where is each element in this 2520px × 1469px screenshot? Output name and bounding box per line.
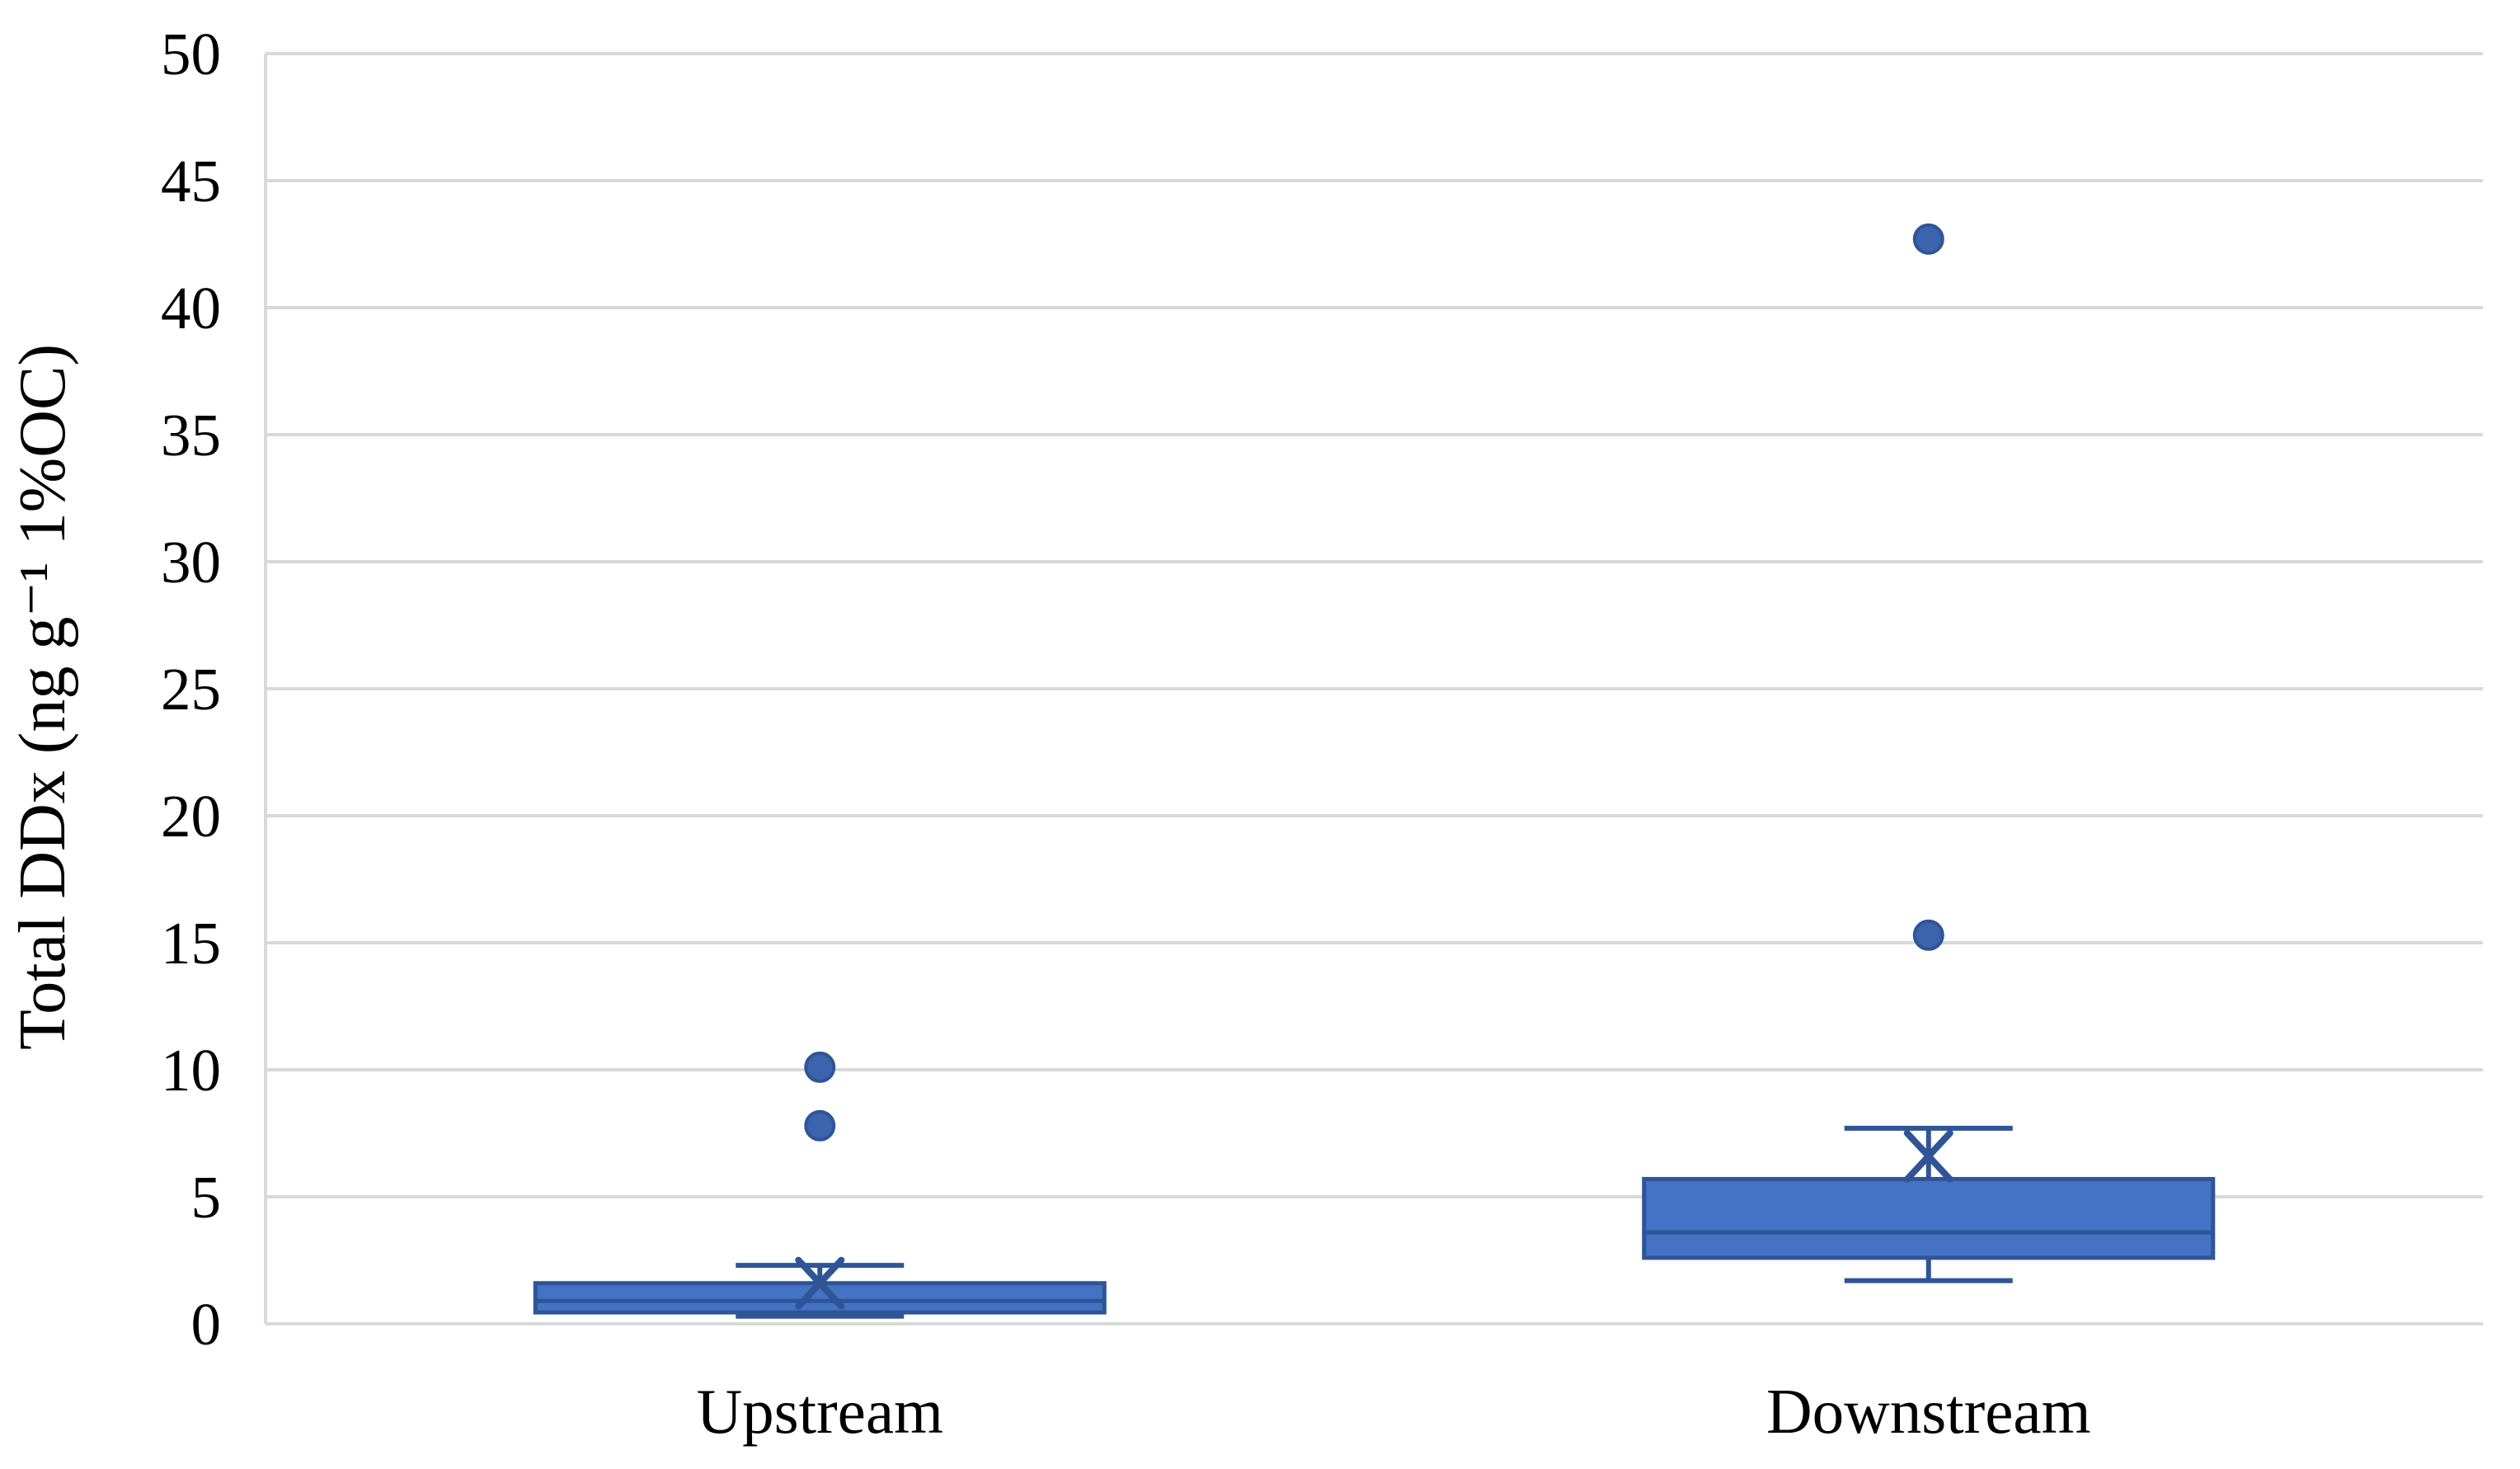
y-tick-label-0: 0 xyxy=(191,1291,222,1358)
y-tick-label-45: 45 xyxy=(161,148,221,214)
category-label-upstream: Upstream xyxy=(697,1376,943,1447)
box-iqr xyxy=(1642,1176,2216,1260)
y-tick-label-50: 50 xyxy=(161,21,221,87)
y-tick-label-25: 25 xyxy=(161,656,221,723)
y-tick-label-20: 20 xyxy=(161,783,221,850)
y-tick-label-15: 15 xyxy=(161,910,221,977)
outlier-point xyxy=(804,1051,836,1083)
box-series-group xyxy=(533,223,2216,1319)
box-series-downstream xyxy=(1642,223,2216,1283)
y-tick-label-5: 5 xyxy=(191,1164,222,1231)
axis-labels-group: 0 5 10 15 20 25 30 35 40 45 50 Upstream Downstream xyxy=(161,21,2090,1447)
y-tick-label-10: 10 xyxy=(161,1037,221,1104)
y-tick-label-40: 40 xyxy=(161,275,221,341)
outlier-point xyxy=(1912,223,1944,255)
outlier-point xyxy=(1912,919,1944,951)
box-series-upstream xyxy=(533,1051,1107,1319)
box-iqr xyxy=(533,1281,1107,1315)
category-label-downstream: Downstream xyxy=(1766,1376,2090,1447)
mean-marker-x xyxy=(795,1256,845,1310)
y-axis-title: Total DDx (ng g⁻¹ 1%OC) xyxy=(7,344,79,1050)
outlier-point xyxy=(804,1109,836,1142)
mean-marker-x xyxy=(1903,1129,1953,1183)
y-tick-label-35: 35 xyxy=(161,402,221,468)
y-tick-label-30: 30 xyxy=(161,529,221,596)
gridlines-group xyxy=(264,52,2483,1325)
